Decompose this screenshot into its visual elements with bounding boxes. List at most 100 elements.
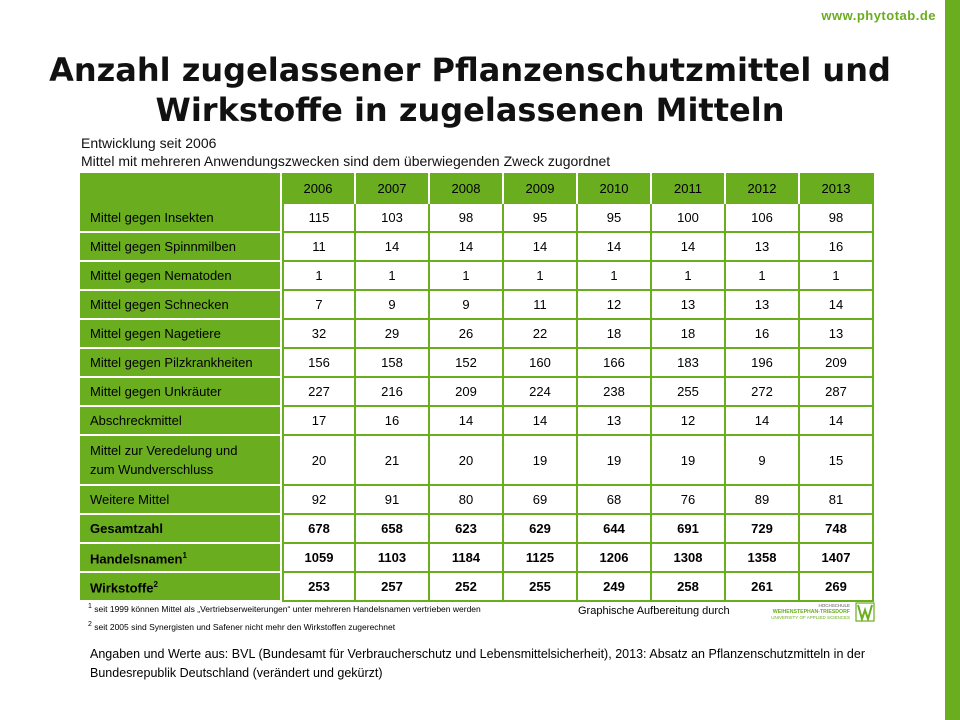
value-cell: 19	[578, 436, 652, 486]
value-cell: 12	[652, 407, 726, 436]
value-cell: 13	[578, 407, 652, 436]
row-label: Mittel gegen Nagetiere	[80, 320, 282, 349]
value-cell: 115	[282, 204, 356, 233]
row-label: Mittel gegen Schnecken	[80, 291, 282, 320]
value-cell: 269	[800, 573, 874, 602]
value-cell: 21	[356, 436, 430, 486]
value-cell: 13	[800, 320, 874, 349]
value-cell: 678	[282, 515, 356, 544]
page-title: Anzahl zugelassener Pflanzenschutzmittel…	[40, 50, 900, 130]
value-cell: 98	[430, 204, 504, 233]
value-cell: 160	[504, 349, 578, 378]
value-cell: 224	[504, 378, 578, 407]
row-label: Mittel gegen Insekten	[80, 204, 282, 233]
value-cell: 13	[652, 291, 726, 320]
value-cell: 287	[800, 378, 874, 407]
value-cell: 9	[430, 291, 504, 320]
table-row: Mittel gegen Nagetiere 32 29 26 22 18 18 16 13	[80, 320, 874, 349]
row-label-line: Mittel zur Veredelung und	[90, 443, 238, 458]
value-cell: 103	[356, 204, 430, 233]
value-cell: 16	[356, 407, 430, 436]
value-cell: 11	[504, 291, 578, 320]
logo-line-1: HOCHSCHULE	[818, 603, 850, 608]
value-cell: 658	[356, 515, 430, 544]
table-row: Mittel gegen Schnecken 7 9 9 11 12 13 13 14	[80, 291, 874, 320]
value-cell: 95	[504, 204, 578, 233]
subtitle: Entwicklung seit 2006 Mittel mit mehrere…	[81, 134, 610, 170]
table-row: Wirkstoffe2 253 257 252 255 249 258 261 269	[80, 573, 874, 602]
value-cell: 13	[726, 233, 800, 262]
table-row: Mittel gegen Pilzkrankheiten 156 158 152 160…	[80, 349, 874, 378]
table-row: Weitere Mittel 92 91 80 69 68 76 89 81	[80, 486, 874, 515]
value-cell: 253	[282, 573, 356, 602]
value-cell: 80	[430, 486, 504, 515]
row-label-text: Mittel gegen Spinnmilben	[90, 239, 236, 254]
value-cell: 152	[430, 349, 504, 378]
value-cell: 26	[430, 320, 504, 349]
data-table: 2006 2007 2008 2009 2010 2011 2012 2013 …	[80, 173, 874, 602]
value-cell: 261	[726, 573, 800, 602]
value-cell: 14	[430, 407, 504, 436]
value-cell: 158	[356, 349, 430, 378]
value-cell: 98	[800, 204, 874, 233]
value-cell: 19	[652, 436, 726, 486]
footnote-1: 1 seit 1999 können Mittel als „Vertriebs…	[88, 603, 481, 614]
footnote-marker: 2	[153, 580, 158, 590]
corner-cell	[80, 173, 282, 204]
value-cell: 272	[726, 378, 800, 407]
value-cell: 19	[504, 436, 578, 486]
title-line-2: Wirkstoffe in zugelassenen Mitteln	[155, 91, 785, 129]
table-row: Handelsnamen1 1059 1103 1184 1125 1206 1308 135…	[80, 544, 874, 573]
value-cell: 1	[578, 262, 652, 291]
value-cell: 1	[430, 262, 504, 291]
value-cell: 249	[578, 573, 652, 602]
footnote-2-marker: 2	[88, 621, 92, 628]
value-cell: 14	[726, 407, 800, 436]
value-cell: 18	[578, 320, 652, 349]
value-cell: 14	[504, 233, 578, 262]
row-label: Mittel gegen Pilzkrankheiten	[80, 349, 282, 378]
logo-line-3: UNIVERSITY OF APPLIED SCIENCES	[771, 615, 850, 620]
value-cell: 691	[652, 515, 726, 544]
table-row: Gesamtzahl 678 658 623 629 644 691 729 748	[80, 515, 874, 544]
value-cell: 1	[282, 262, 356, 291]
value-cell: 1125	[504, 544, 578, 573]
value-cell: 209	[800, 349, 874, 378]
footnote-2-text: seit 2005 sind Synergisten und Safener n…	[91, 621, 396, 632]
credit-text: Graphische Aufbereitung durch	[578, 605, 730, 617]
footnote-marker: 1	[182, 551, 187, 561]
value-cell: 623	[430, 515, 504, 544]
value-cell: 20	[282, 436, 356, 486]
year-header: 2010	[578, 173, 652, 204]
row-label-text: Mittel gegen Insekten	[90, 210, 214, 225]
title-line-1: Anzahl zugelassener Pflanzenschutzmittel…	[49, 51, 891, 89]
value-cell: 1407	[800, 544, 874, 573]
value-cell: 166	[578, 349, 652, 378]
year-header: 2012	[726, 173, 800, 204]
row-label: Handelsnamen1	[80, 544, 282, 573]
accent-side-bar	[945, 0, 960, 720]
table-row: Abschreckmittel 17 16 14 14 13 12 14 14	[80, 407, 874, 436]
value-cell: 252	[430, 573, 504, 602]
value-cell: 81	[800, 486, 874, 515]
value-cell: 20	[430, 436, 504, 486]
value-cell: 9	[726, 436, 800, 486]
year-header: 2008	[430, 173, 504, 204]
logo-mark-icon	[855, 602, 875, 623]
value-cell: 1	[652, 262, 726, 291]
value-cell: 15	[800, 436, 874, 486]
value-cell: 156	[282, 349, 356, 378]
site-url[interactable]: www.phytotab.de	[821, 8, 936, 23]
value-cell: 209	[430, 378, 504, 407]
row-label: Mittel gegen Spinnmilben	[80, 233, 282, 262]
value-cell: 1184	[430, 544, 504, 573]
value-cell: 227	[282, 378, 356, 407]
value-cell: 1	[726, 262, 800, 291]
value-cell: 183	[652, 349, 726, 378]
table-row: Mittel gegen Unkräuter 227 216 209 224 238 255…	[80, 378, 874, 407]
value-cell: 1	[356, 262, 430, 291]
row-label: Abschreckmittel	[80, 407, 282, 436]
value-cell: 255	[652, 378, 726, 407]
year-header: 2007	[356, 173, 430, 204]
value-cell: 238	[578, 378, 652, 407]
